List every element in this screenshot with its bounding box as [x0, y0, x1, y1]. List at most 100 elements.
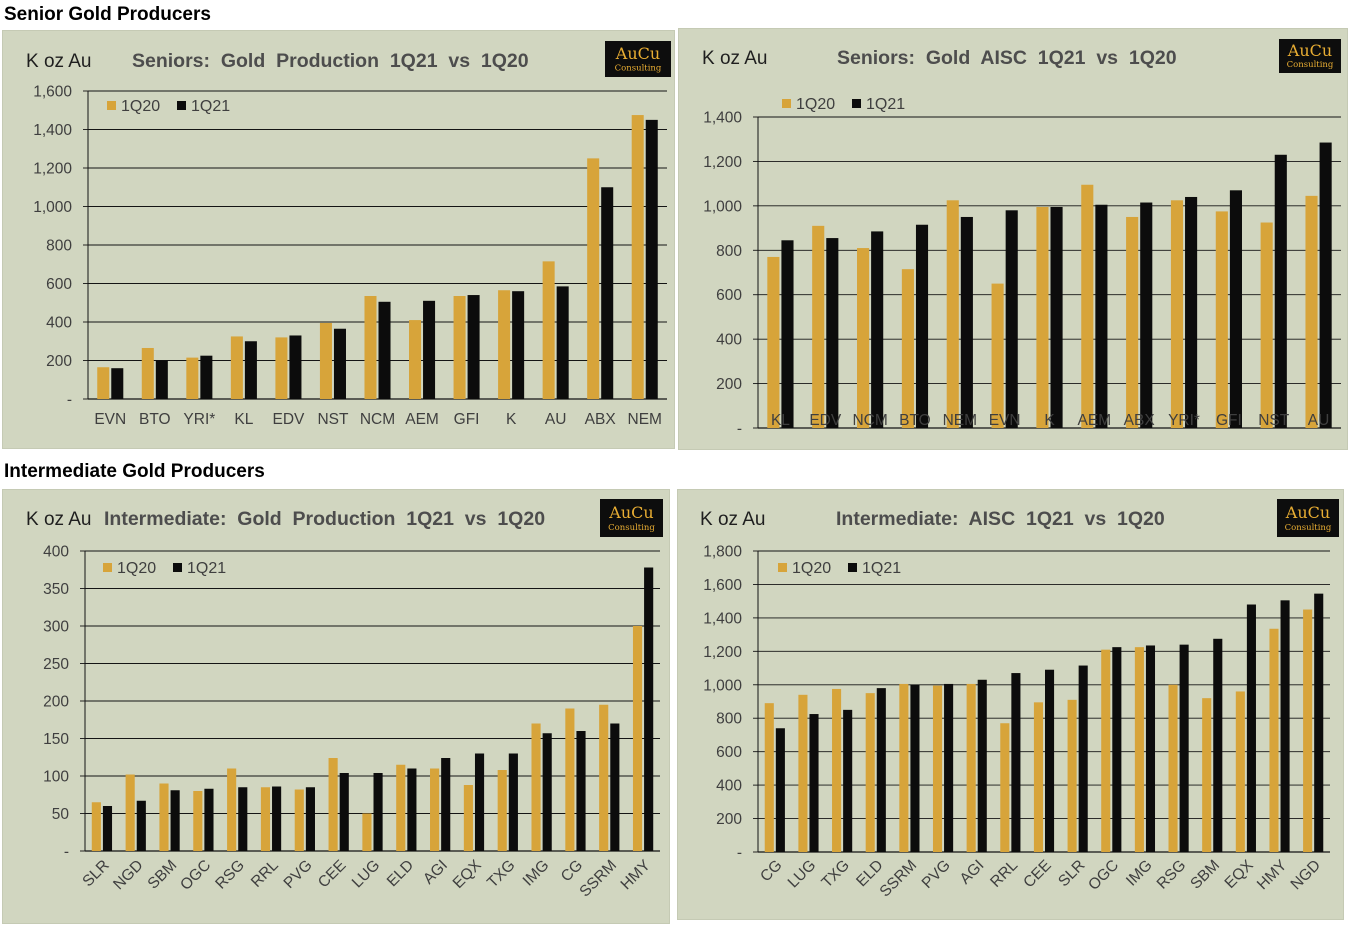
- x-category-label: CG: [558, 857, 586, 885]
- x-category-label: OGC: [177, 857, 214, 894]
- bar-1q21-agi: [441, 758, 451, 851]
- bar-1q20-cg: [764, 703, 774, 852]
- bar-1q20-lug: [362, 813, 372, 851]
- bar-1q21-cg: [775, 728, 785, 852]
- bar-1q20-edv: [275, 337, 288, 399]
- x-category-label: GFI: [1216, 412, 1242, 429]
- x-category-label: K: [506, 411, 517, 428]
- x-category-label: RRL: [987, 857, 1021, 891]
- chart-title: Intermediate: AISC 1Q21 vs 1Q20: [836, 508, 1165, 530]
- bar-1q21-bto: [915, 224, 929, 428]
- x-category-label: SSRM: [877, 857, 921, 901]
- bar-1q20-cg: [565, 708, 575, 851]
- bar-1q20-nem: [631, 115, 644, 399]
- x-category-label: NST: [1258, 412, 1290, 429]
- bar-1q21-ssrm: [910, 684, 920, 852]
- bar-1q20-kl: [230, 336, 243, 399]
- bar-1q20-k: [1036, 206, 1049, 428]
- bar-1q21-aem: [423, 300, 436, 399]
- bar-1q21-hmy: [1280, 600, 1290, 852]
- bar-1q21-k: [512, 291, 525, 399]
- bar-1q21-slr: [102, 806, 113, 851]
- bar-1q21-img: [542, 733, 552, 851]
- bar-1q20-au: [542, 261, 555, 399]
- y-tick-label: 1,000: [703, 198, 742, 215]
- bar-1q21-lug: [373, 773, 383, 851]
- y-tick-label: 1,000: [703, 677, 742, 694]
- bar-1q20-ogc: [1101, 649, 1111, 852]
- bar-1q21-ogc: [1112, 647, 1122, 852]
- y-tick-label: 1,400: [703, 110, 742, 127]
- bar-1q21-rsg: [1179, 644, 1189, 852]
- senior-production-chart: K oz Au Seniors: Gold Production 1Q21 vs …: [26, 41, 671, 428]
- y-tick-label: 800: [716, 711, 742, 728]
- bar-1q20-ssrm: [899, 683, 909, 852]
- bar-1q20-ssrm: [599, 704, 609, 851]
- y-tick-label: 150: [43, 731, 69, 748]
- bar-1q20-txg: [497, 770, 507, 851]
- x-category-label: NGD: [1288, 857, 1324, 893]
- bar-1q21-slr: [1078, 665, 1088, 852]
- y-tick-label: 1,400: [33, 122, 72, 139]
- bar-1q21-abx: [1140, 202, 1153, 428]
- bar-1q20-img: [531, 723, 541, 851]
- legend-swatch-1q20: [778, 563, 787, 572]
- legend-label-1q20: 1Q20: [792, 560, 831, 577]
- x-category-label: SLR: [1055, 857, 1088, 890]
- bar-1q20-yri: [1170, 200, 1184, 428]
- legend-swatch-1q20: [103, 563, 112, 572]
- y-tick-label: 200: [43, 694, 69, 711]
- bar-1q21-rrl: [1011, 673, 1021, 852]
- bar-1q20-pvg: [294, 789, 304, 851]
- bar-1q20-ncm: [364, 296, 377, 399]
- bar-1q20-ngd: [1303, 609, 1313, 852]
- x-category-label: K: [1044, 412, 1055, 429]
- bar-1q20-aem: [1081, 184, 1094, 428]
- bar-1q20-agi: [966, 683, 976, 852]
- x-category-label: PVG: [919, 857, 954, 892]
- unit-label: K oz Au: [26, 51, 92, 72]
- x-category-label: CG: [757, 857, 785, 885]
- logo-sub-text: Consulting: [608, 523, 655, 533]
- legend-swatch-1q21: [177, 101, 186, 110]
- bar-1q20-edv: [812, 225, 825, 428]
- bar-1q21-ssrm: [610, 723, 620, 851]
- bar-1q21-lug: [809, 714, 819, 852]
- y-tick-label: 800: [46, 238, 72, 255]
- legend-swatch-1q20: [107, 101, 116, 110]
- x-category-label: GFI: [454, 411, 480, 428]
- bar-1q20-evn: [991, 283, 1004, 428]
- x-category-label: HMY: [1254, 857, 1290, 893]
- legend-swatch-1q21: [173, 563, 182, 572]
- bar-1q20-hmy: [1269, 628, 1279, 852]
- x-category-label: NCM: [852, 412, 887, 429]
- bar-1q21-evn: [1005, 210, 1018, 428]
- bar-1q20-bto: [901, 269, 914, 428]
- y-tick-label: 50: [52, 806, 70, 823]
- y-tick-label: 200: [716, 376, 742, 393]
- legend-label-1q21: 1Q21: [866, 96, 905, 113]
- unit-label: K oz Au: [702, 48, 768, 69]
- bar-1q21-eqx: [474, 753, 485, 851]
- bar-1q21-edv: [289, 335, 302, 399]
- bar-1q20-ogc: [193, 791, 203, 851]
- bar-1q21-txg: [843, 709, 853, 852]
- x-category-label: RRL: [248, 857, 282, 891]
- bar-1q20-eld: [865, 693, 875, 852]
- intermediate-section-title: Intermediate Gold Producers: [4, 461, 265, 482]
- legend-label-1q20: 1Q20: [796, 96, 835, 113]
- y-tick-label: 1,400: [703, 610, 742, 627]
- y-tick-label: 600: [716, 744, 742, 761]
- chart-title: Seniors: Gold Production 1Q21 vs 1Q20: [132, 50, 529, 72]
- chart-title: Intermediate: Gold Production 1Q21 vs 1Q…: [104, 508, 545, 530]
- x-category-label: AU: [545, 411, 567, 428]
- y-tick-label: 300: [43, 619, 69, 636]
- bar-1q20-lug: [798, 694, 808, 852]
- logo-main-text: AuCu: [1287, 41, 1332, 60]
- senior-aisc-chart: K oz Au Seniors: Gold AISC 1Q21 vs 1Q20 Au…: [702, 39, 1341, 438]
- bar-1q20-rsg: [1168, 684, 1178, 852]
- bar-1q21-nem: [960, 216, 973, 428]
- logo-background: [600, 499, 663, 537]
- x-category-label: AEM: [405, 411, 439, 428]
- y-tick-label: 1,200: [33, 161, 72, 178]
